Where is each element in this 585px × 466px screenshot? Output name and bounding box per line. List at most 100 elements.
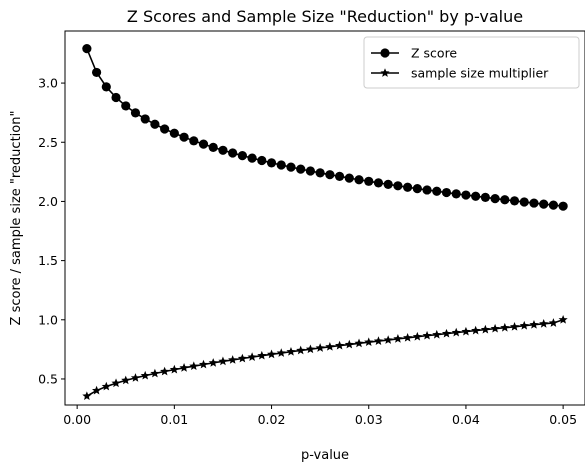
data-point-star (422, 330, 432, 340)
data-point-star (480, 324, 490, 334)
data-point-star (130, 373, 141, 382)
data-point (111, 92, 121, 103)
x-tick-label: 0.04 (452, 412, 480, 427)
data-point (198, 139, 209, 149)
data-point (130, 108, 141, 118)
data-point (451, 189, 461, 199)
data-point-star (189, 361, 199, 371)
y-tick-label: 2.5 (38, 135, 58, 150)
data-point-star (373, 336, 384, 345)
data-point (247, 153, 257, 163)
data-point-star (539, 319, 549, 328)
x-tick-label: 0.01 (160, 412, 188, 427)
data-point (471, 191, 481, 201)
data-point-star (160, 366, 170, 376)
y-tick-label: 1.0 (38, 312, 58, 327)
data-point (257, 155, 267, 166)
data-point-star (383, 335, 393, 344)
data-point-star (548, 318, 558, 327)
data-point-star (257, 350, 267, 360)
data-point-star (432, 329, 442, 339)
data-point-star (247, 352, 257, 361)
data-point-star (412, 331, 422, 341)
y-tick-label: 2.0 (38, 194, 58, 209)
y-tick-label: 0.5 (38, 371, 58, 386)
data-point-star (208, 358, 218, 367)
x-tick-label: 0.02 (258, 412, 286, 427)
legend: Z score sample size multiplier (363, 36, 580, 89)
data-point (539, 199, 549, 209)
data-point (82, 44, 92, 54)
x-tick-label: 0.05 (549, 412, 577, 427)
data-point-star (461, 326, 471, 336)
data-point (403, 182, 413, 192)
series-z-score (82, 44, 568, 211)
data-point (412, 184, 422, 194)
data-point (461, 190, 471, 200)
data-point (548, 200, 559, 210)
legend-label: sample size multiplier (411, 66, 549, 81)
data-point (189, 136, 199, 146)
data-point (179, 132, 189, 142)
data-point-star (558, 314, 568, 324)
data-point (519, 197, 529, 207)
data-point (325, 170, 335, 180)
data-point (432, 186, 442, 196)
data-point-star (140, 370, 150, 380)
data-point-star (276, 348, 286, 357)
data-point-star (228, 355, 238, 364)
data-point (228, 148, 238, 158)
x-axis-label: p-value (301, 448, 349, 463)
data-point-star (529, 319, 539, 329)
data-point (500, 195, 510, 205)
data-point-star (198, 359, 209, 369)
data-point (334, 171, 345, 181)
data-point-star (286, 346, 296, 356)
axes-frame (64, 30, 585, 406)
data-point (383, 179, 393, 189)
data-point-star (237, 353, 247, 363)
data-point-star (82, 391, 92, 401)
x-tick-label: 0.00 (63, 412, 91, 427)
y-tick-label: 3.0 (38, 76, 58, 91)
legend-star-marker (380, 68, 390, 77)
data-point-star (354, 338, 364, 348)
data-point (364, 176, 374, 186)
data-point-star (218, 356, 228, 366)
data-point-star (315, 343, 325, 352)
data-point (305, 166, 316, 176)
y-tick-label: 1.5 (38, 253, 58, 268)
data-point-star (393, 334, 403, 343)
data-point-star (364, 337, 374, 347)
data-point (218, 145, 228, 155)
legend-circle-marker (380, 48, 390, 58)
data-point-star (335, 340, 345, 350)
data-point-star (471, 325, 481, 335)
data-point-star (305, 344, 315, 354)
data-point (150, 119, 160, 129)
data-point (296, 164, 306, 174)
data-point (393, 181, 403, 191)
data-point-star (509, 321, 520, 331)
plot-area (65, 31, 585, 405)
data-point (101, 82, 111, 92)
data-point-star (169, 364, 179, 374)
x-tick-label: 0.03 (355, 412, 383, 427)
data-point (266, 158, 277, 168)
data-point-star (490, 323, 500, 333)
data-point (91, 67, 102, 78)
data-point-star (451, 327, 461, 337)
data-point-star (92, 385, 102, 395)
data-point (509, 196, 520, 206)
data-point (344, 173, 354, 183)
data-point-star (519, 320, 529, 330)
data-point (121, 101, 131, 111)
data-point-star (441, 328, 452, 338)
data-point (441, 187, 452, 198)
data-point (276, 160, 286, 170)
data-point (422, 185, 432, 195)
data-point (315, 168, 325, 178)
data-point (480, 192, 490, 203)
data-point-star (111, 378, 121, 388)
